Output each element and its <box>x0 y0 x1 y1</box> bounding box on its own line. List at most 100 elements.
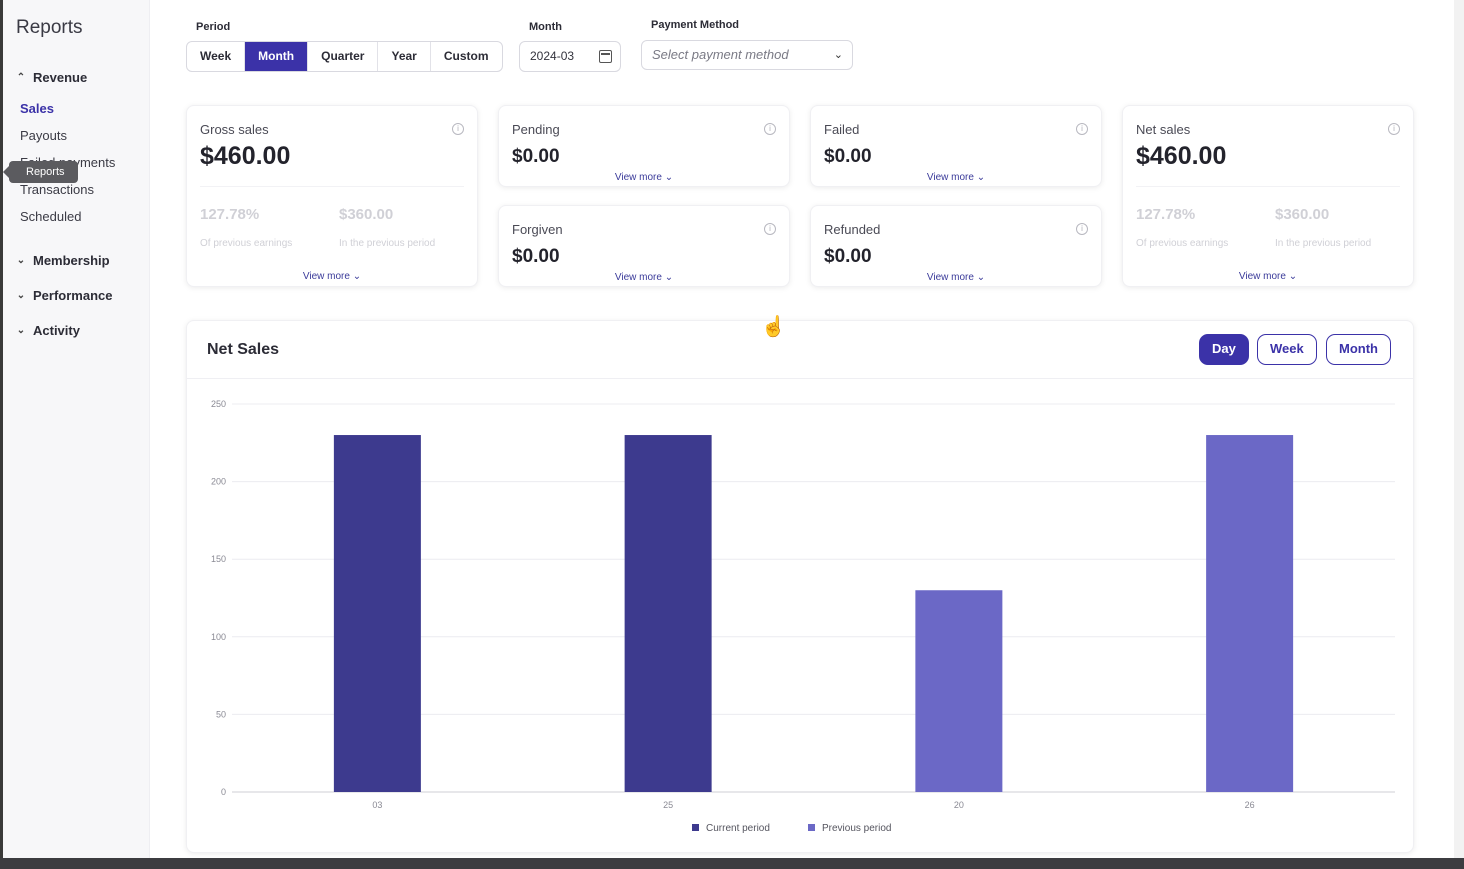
payment-method-placeholder: Select payment method <box>652 47 789 62</box>
calendar-icon[interactable] <box>599 50 612 63</box>
info-icon[interactable]: i <box>1388 123 1400 135</box>
toggle-day-button[interactable]: Day <box>1199 334 1249 365</box>
chart-header: Net Sales Day Week Month <box>187 321 1413 379</box>
y-tick-label: 50 <box>216 709 226 719</box>
info-icon[interactable]: i <box>1076 223 1088 235</box>
sidebar: Reports ⌃ Revenue Sales Payouts Failed p… <box>3 0 150 858</box>
sidebar-item-scheduled[interactable]: Scheduled <box>20 209 82 224</box>
chart-title: Net Sales <box>207 341 280 358</box>
y-tick-label: 150 <box>211 554 226 564</box>
previous-value: $360.00 <box>1275 206 1330 223</box>
toggle-month-button[interactable]: Month <box>1326 334 1391 365</box>
chevron-down-icon: ⌄ <box>16 325 26 336</box>
chevron-down-icon: ⌄ <box>1288 271 1298 282</box>
x-tick-label: 25 <box>663 800 673 810</box>
pct-of-previous: 127.78% <box>200 206 260 223</box>
month-label: Month <box>529 21 562 33</box>
card-label: Pending <box>512 122 560 137</box>
card-value: $0.00 <box>824 146 872 167</box>
chevron-down-icon: ⌄ <box>352 271 362 282</box>
sidebar-group-label: Performance <box>33 288 113 303</box>
reports-app: Reports ⌃ Revenue Sales Payouts Failed p… <box>3 0 1454 858</box>
info-icon[interactable]: i <box>764 123 776 135</box>
chevron-down-icon: ⌄ <box>976 272 986 283</box>
bar-current-period <box>624 435 712 792</box>
net-sales-bar-chart: 0 50 100 150 200 250 03 25 20 26 Current period Pre… <box>211 399 1395 834</box>
y-tick-label: 200 <box>211 477 226 487</box>
period-custom[interactable]: Custom <box>443 49 489 63</box>
refunded-card: Refunded i $0.00 View more ⌄ <box>810 205 1102 287</box>
period-month[interactable]: Month <box>245 42 309 71</box>
legend-swatch <box>692 824 699 831</box>
period-selector: Week Month Quarter Year Custom <box>186 41 503 72</box>
card-label: Gross sales <box>200 122 269 137</box>
view-more-link[interactable]: View more ⌄ <box>926 172 986 183</box>
legend-label: Previous period <box>822 823 891 834</box>
sidebar-item-transactions[interactable]: Transactions <box>20 182 94 197</box>
card-value: $0.00 <box>512 246 560 267</box>
view-more-link[interactable]: View more ⌄ <box>926 272 986 283</box>
gross-sales-card: Gross sales i $460.00 127.78% Of previou… <box>186 105 478 287</box>
chevron-up-icon: ⌃ <box>16 72 26 83</box>
chevron-down-icon: ⌄ <box>16 290 26 301</box>
y-tick-label: 0 <box>221 787 226 797</box>
previous-caption: In the previous period <box>1275 238 1372 249</box>
card-value: $0.00 <box>824 246 872 267</box>
bar-previous-period <box>915 590 1003 792</box>
x-tick-label: 20 <box>954 800 964 810</box>
taskbar-strip <box>0 858 1464 869</box>
view-more-link[interactable]: View more ⌄ <box>302 271 362 282</box>
card-value: $460.00 <box>200 142 291 170</box>
sidebar-item-payouts[interactable]: Payouts <box>20 128 67 143</box>
sidebar-group-label: Revenue <box>33 70 88 85</box>
sidebar-group-label: Membership <box>33 253 110 268</box>
pct-caption: Of previous earnings <box>200 238 293 249</box>
period-quarter[interactable]: Quarter <box>308 42 379 71</box>
card-value: $0.00 <box>512 146 560 167</box>
payment-method-label: Payment Method <box>651 19 740 31</box>
bar-previous-period <box>1206 435 1294 792</box>
info-icon[interactable]: i <box>764 223 776 235</box>
net-sales-card: Net sales i $460.00 127.78% Of previous … <box>1122 105 1414 287</box>
period-week[interactable]: Week <box>187 42 246 71</box>
month-picker[interactable]: 2024-03 <box>519 41 621 72</box>
toggle-week-button[interactable]: Week <box>1257 334 1317 365</box>
card-label: Net sales <box>1136 122 1191 137</box>
info-icon[interactable]: i <box>452 123 464 135</box>
sidebar-group-membership[interactable]: ⌄ Membership <box>16 253 110 268</box>
sidebar-title: Reports <box>16 17 83 38</box>
payment-method-select[interactable]: Select payment method ⌄ <box>641 40 853 70</box>
card-label: Failed <box>824 122 860 137</box>
chevron-down-icon: ⌄ <box>976 172 986 183</box>
divider <box>200 186 464 187</box>
sidebar-group-revenue[interactable]: ⌃ Revenue <box>16 70 87 85</box>
month-value: 2024-03 <box>530 49 575 63</box>
reports-tooltip: Reports <box>3 161 78 183</box>
pending-card: Pending i $0.00 View more ⌄ <box>498 105 790 187</box>
period-year[interactable]: Year <box>378 42 431 71</box>
pct-caption: Of previous earnings <box>1136 238 1229 249</box>
y-tick-label: 100 <box>211 632 226 642</box>
card-value: $460.00 <box>1136 142 1227 170</box>
view-more-link[interactable]: View more ⌄ <box>614 272 674 283</box>
pct-of-previous: 127.78% <box>1136 206 1196 223</box>
window-edge <box>1454 0 1464 869</box>
chevron-down-icon: ⌄ <box>664 172 674 183</box>
y-tick-label: 250 <box>211 399 226 409</box>
sidebar-group-performance[interactable]: ⌄ Performance <box>16 288 113 303</box>
legend-swatch <box>808 824 815 831</box>
period-label: Period <box>196 21 231 33</box>
sidebar-group-activity[interactable]: ⌄ Activity <box>16 323 80 338</box>
bar-current-period <box>333 435 421 792</box>
chevron-down-icon: ⌄ <box>664 272 674 283</box>
view-more-link[interactable]: View more ⌄ <box>1238 271 1298 282</box>
info-icon[interactable]: i <box>1076 123 1088 135</box>
sidebar-item-sales[interactable]: Sales <box>20 101 54 116</box>
sidebar-group-label: Activity <box>33 323 80 338</box>
legend-label: Current period <box>706 823 770 834</box>
previous-value: $360.00 <box>339 206 394 223</box>
previous-caption: In the previous period <box>339 238 436 249</box>
view-more-link[interactable]: View more ⌄ <box>614 172 674 183</box>
card-label: Refunded <box>824 222 881 237</box>
chevron-down-icon: ⌄ <box>16 255 26 266</box>
